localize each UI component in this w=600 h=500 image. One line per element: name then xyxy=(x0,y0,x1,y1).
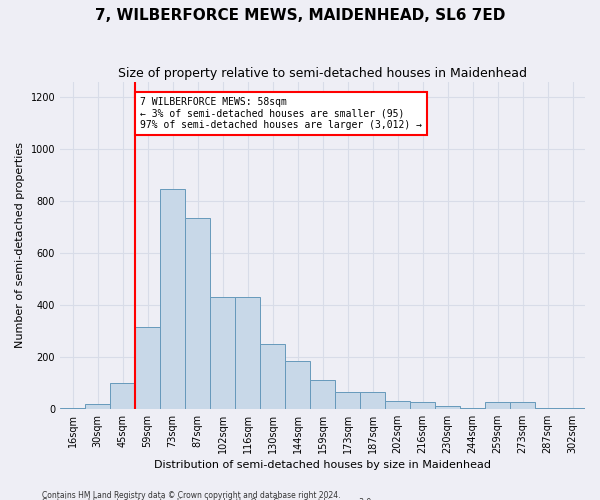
Bar xyxy=(360,392,385,409)
Bar xyxy=(460,408,485,409)
Text: 7, WILBERFORCE MEWS, MAIDENHEAD, SL6 7ED: 7, WILBERFORCE MEWS, MAIDENHEAD, SL6 7ED xyxy=(95,8,505,22)
Bar xyxy=(385,401,410,409)
Bar xyxy=(510,402,535,409)
Bar xyxy=(410,402,435,409)
Bar xyxy=(135,327,160,409)
Y-axis label: Number of semi-detached properties: Number of semi-detached properties xyxy=(15,142,25,348)
Bar xyxy=(285,361,310,409)
Text: Contains HM Land Registry data © Crown copyright and database right 2024.: Contains HM Land Registry data © Crown c… xyxy=(42,490,341,500)
Bar xyxy=(435,406,460,409)
Bar xyxy=(85,404,110,409)
Text: 7 WILBERFORCE MEWS: 58sqm
← 3% of semi-detached houses are smaller (95)
97% of s: 7 WILBERFORCE MEWS: 58sqm ← 3% of semi-d… xyxy=(140,97,422,130)
Bar xyxy=(335,392,360,409)
X-axis label: Distribution of semi-detached houses by size in Maidenhead: Distribution of semi-detached houses by … xyxy=(154,460,491,470)
Bar xyxy=(60,408,85,409)
Bar xyxy=(185,218,210,409)
Bar xyxy=(260,344,285,409)
Bar xyxy=(310,380,335,409)
Bar xyxy=(210,297,235,409)
Title: Size of property relative to semi-detached houses in Maidenhead: Size of property relative to semi-detach… xyxy=(118,68,527,80)
Bar xyxy=(485,402,510,409)
Bar xyxy=(535,408,560,409)
Bar xyxy=(560,408,585,409)
Bar xyxy=(160,190,185,409)
Text: Contains public sector information licensed under the Open Government Licence v3: Contains public sector information licen… xyxy=(42,498,374,500)
Bar xyxy=(235,297,260,409)
Bar xyxy=(110,383,135,409)
